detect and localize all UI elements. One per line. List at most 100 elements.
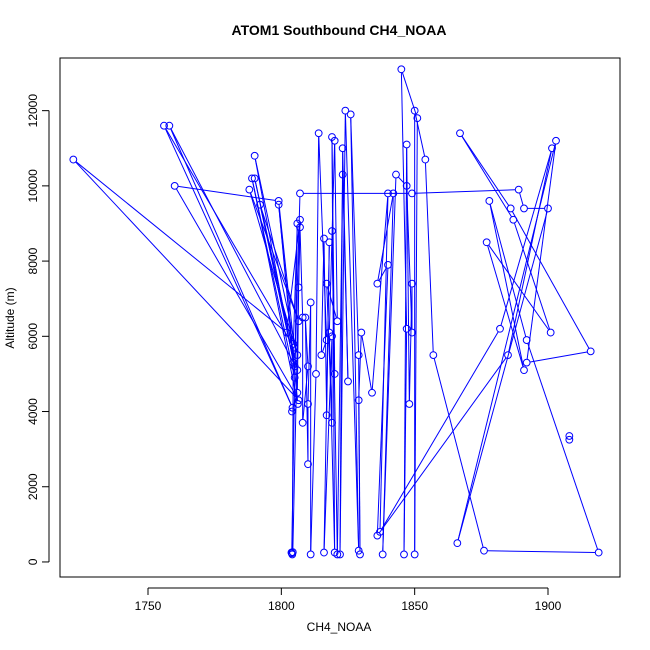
chart-title: ATOM1 Southbound CH4_NOAA — [232, 22, 447, 38]
data-point — [378, 550, 387, 559]
data-point — [485, 197, 494, 205]
series-line-segment — [307, 306, 312, 401]
data-point — [410, 550, 419, 559]
data-point — [376, 527, 384, 536]
plot-frame — [59, 57, 621, 578]
y-tick-label: 4000 — [26, 398, 40, 425]
data-point — [330, 548, 339, 557]
data-point — [298, 313, 307, 322]
y-tick-label: 2000 — [26, 473, 40, 500]
series-line-segment — [318, 136, 328, 337]
series-line-segment — [278, 204, 295, 345]
data-point — [289, 339, 298, 348]
data-point — [594, 548, 603, 557]
data-point — [413, 114, 422, 123]
y-tick-label: 8000 — [26, 247, 40, 274]
axes-layer: 1750 1800 1850 1900 0 2000 4000 6000 8000 10000 12… — [26, 94, 562, 613]
series-line-segment — [403, 148, 408, 551]
data-point — [354, 546, 363, 555]
data-point — [453, 539, 462, 548]
data-point — [304, 362, 312, 371]
data-point — [552, 136, 560, 145]
y-tick-label: 6000 — [26, 323, 40, 350]
data-point — [548, 144, 556, 153]
data-point — [520, 366, 528, 375]
x-tick-label: 1850 — [401, 599, 428, 613]
data-point — [288, 403, 297, 412]
series-line-segment — [323, 242, 328, 412]
data-point — [256, 200, 264, 209]
data-point — [520, 204, 528, 213]
data-point — [482, 238, 491, 247]
data-point — [546, 328, 555, 337]
series-line-segment — [489, 204, 527, 337]
data-point — [368, 388, 376, 397]
series-line-segment — [260, 207, 299, 319]
series-line-segment — [461, 136, 512, 217]
series-line-segment — [249, 192, 297, 352]
data-point — [288, 548, 297, 557]
data-point — [304, 460, 312, 469]
data-point — [408, 189, 416, 198]
series-line-segment — [487, 245, 524, 367]
series-line-segment — [322, 343, 326, 352]
series-line-segment — [305, 321, 309, 363]
series-line-segment — [304, 321, 309, 461]
data-point — [301, 313, 310, 322]
series-line-segment — [176, 188, 298, 398]
data-point — [322, 336, 331, 344]
series-line-segment — [336, 178, 344, 551]
data-point — [296, 223, 304, 232]
series-line-segment — [334, 144, 338, 318]
series-line-segment — [424, 163, 434, 352]
y-tick-label: 10000 — [26, 169, 40, 203]
data-point — [586, 347, 595, 356]
data-point — [397, 65, 406, 74]
series-line-segment — [299, 230, 304, 314]
series-line-segment — [379, 357, 507, 534]
y-axis-label: Altitude (m) — [3, 287, 17, 348]
data-point — [312, 370, 320, 378]
data-point — [274, 200, 283, 209]
y-tick-label: 0 — [26, 558, 40, 565]
data-point — [317, 351, 326, 360]
data-point — [290, 343, 299, 352]
data-point — [290, 373, 299, 382]
series-line-segment — [457, 211, 548, 540]
series-line-segment — [350, 118, 360, 548]
data-point — [293, 351, 302, 360]
data-point — [330, 370, 339, 378]
series-line-segment — [326, 287, 333, 420]
data-point — [322, 279, 331, 288]
data-point — [248, 174, 256, 183]
x-tick-label: 1800 — [268, 599, 295, 613]
series-line-segment — [398, 176, 405, 184]
series-line-segment — [382, 196, 394, 551]
data-point — [565, 435, 574, 444]
series-line-segment — [296, 291, 300, 390]
data-point — [165, 121, 174, 130]
data-point — [405, 400, 414, 408]
series-line-segment — [252, 181, 295, 375]
data-point — [69, 155, 78, 164]
data-point — [274, 197, 283, 205]
data-point — [304, 400, 312, 408]
data-point — [290, 362, 299, 371]
data-point — [344, 377, 352, 386]
series-line-segment — [500, 151, 552, 326]
data-point — [421, 155, 430, 164]
data-point — [506, 204, 515, 213]
data-point — [522, 358, 531, 367]
data-point — [282, 328, 291, 337]
series-line-segment — [519, 192, 524, 206]
series-line-segment — [165, 128, 292, 405]
data-point — [328, 332, 336, 341]
data-point — [293, 400, 302, 408]
data-point — [389, 189, 398, 198]
data-point — [320, 548, 328, 557]
data-point — [325, 238, 334, 247]
series-line-segment — [315, 136, 320, 371]
series-line-segment — [323, 339, 333, 549]
series-line-segment — [327, 286, 337, 318]
data-point — [356, 550, 364, 559]
